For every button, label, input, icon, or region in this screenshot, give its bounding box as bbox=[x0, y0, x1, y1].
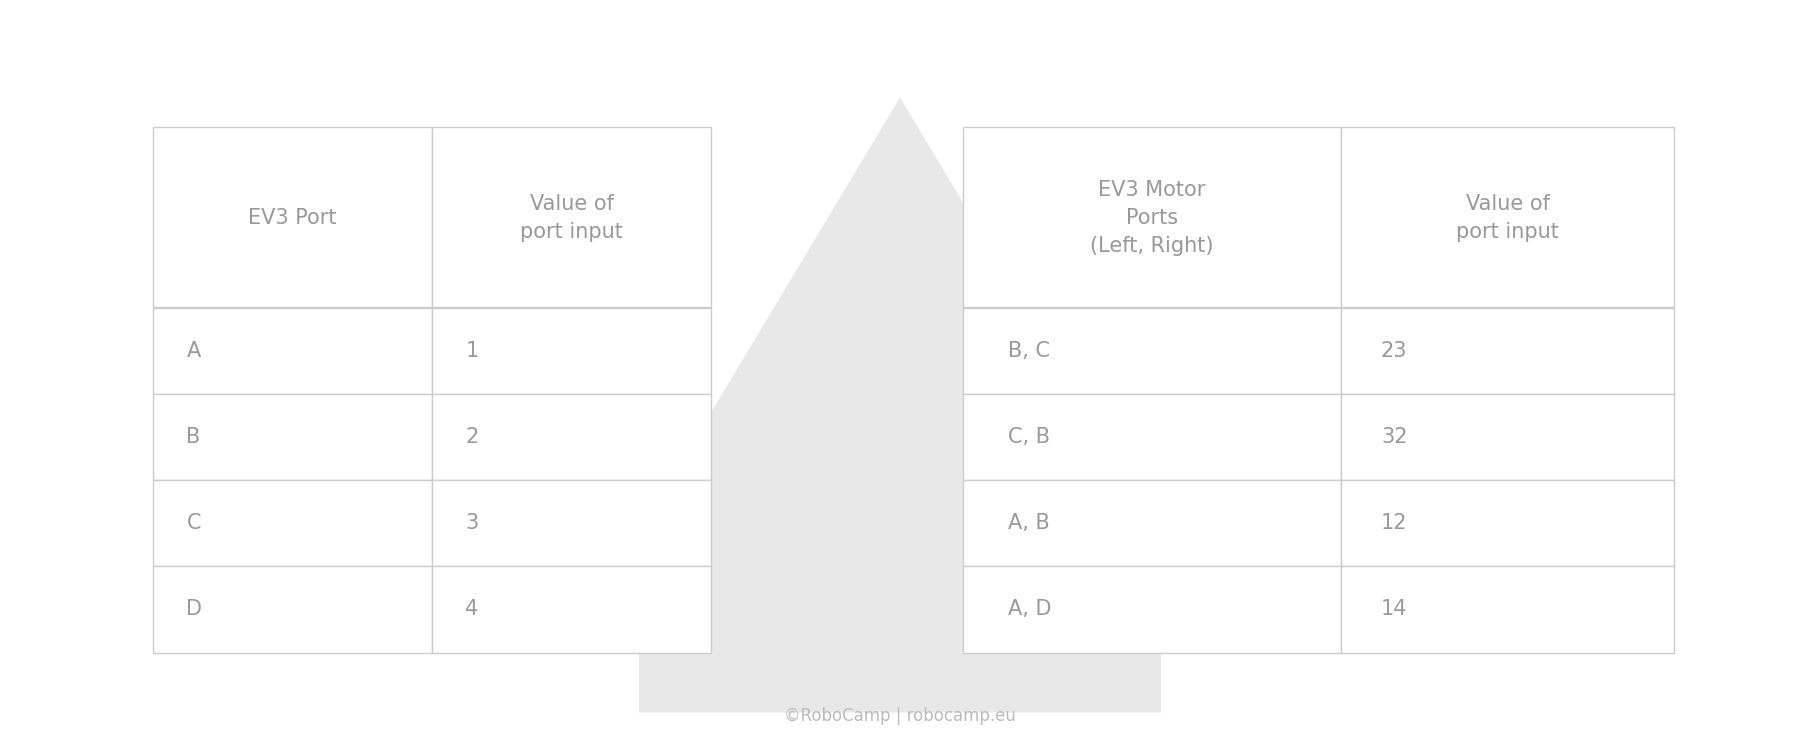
Text: A: A bbox=[187, 340, 202, 361]
Text: EV3 Port: EV3 Port bbox=[248, 208, 337, 227]
Text: ©RoboCamp | robocamp.eu: ©RoboCamp | robocamp.eu bbox=[785, 707, 1015, 725]
Text: 12: 12 bbox=[1381, 513, 1408, 533]
Bar bbox=[1341, 394, 1674, 480]
Text: A, D: A, D bbox=[1008, 599, 1051, 619]
Polygon shape bbox=[639, 98, 1161, 712]
Bar bbox=[1341, 480, 1674, 566]
Text: 32: 32 bbox=[1381, 427, 1408, 447]
Text: D: D bbox=[187, 599, 202, 619]
Text: B: B bbox=[187, 427, 202, 447]
Text: Value of
port input: Value of port input bbox=[520, 194, 623, 242]
Text: 3: 3 bbox=[466, 513, 479, 533]
Text: B, C: B, C bbox=[1008, 340, 1051, 361]
Bar bbox=[153, 128, 432, 308]
Text: 23: 23 bbox=[1381, 340, 1408, 361]
Bar bbox=[153, 394, 432, 480]
Text: 2: 2 bbox=[466, 427, 479, 447]
Bar bbox=[1341, 308, 1674, 394]
Bar bbox=[153, 480, 432, 566]
Bar bbox=[963, 308, 1341, 394]
Text: EV3 Motor
Ports
(Left, Right): EV3 Motor Ports (Left, Right) bbox=[1091, 179, 1213, 256]
Text: 4: 4 bbox=[466, 599, 479, 619]
Bar bbox=[432, 480, 711, 566]
Text: A, B: A, B bbox=[1008, 513, 1049, 533]
Text: C, B: C, B bbox=[1008, 427, 1051, 447]
Bar bbox=[432, 128, 711, 308]
Text: 14: 14 bbox=[1381, 599, 1408, 619]
Text: Value of
port input: Value of port input bbox=[1456, 194, 1559, 242]
Bar bbox=[1341, 128, 1674, 308]
Bar bbox=[432, 308, 711, 394]
Bar bbox=[1341, 566, 1674, 652]
Text: C: C bbox=[187, 513, 202, 533]
Bar bbox=[963, 394, 1341, 480]
Bar bbox=[963, 566, 1341, 652]
Bar bbox=[432, 566, 711, 652]
Text: 1: 1 bbox=[466, 340, 479, 361]
Bar bbox=[153, 308, 432, 394]
Bar bbox=[963, 480, 1341, 566]
Bar bbox=[963, 128, 1341, 308]
Bar bbox=[432, 394, 711, 480]
Bar bbox=[153, 566, 432, 652]
